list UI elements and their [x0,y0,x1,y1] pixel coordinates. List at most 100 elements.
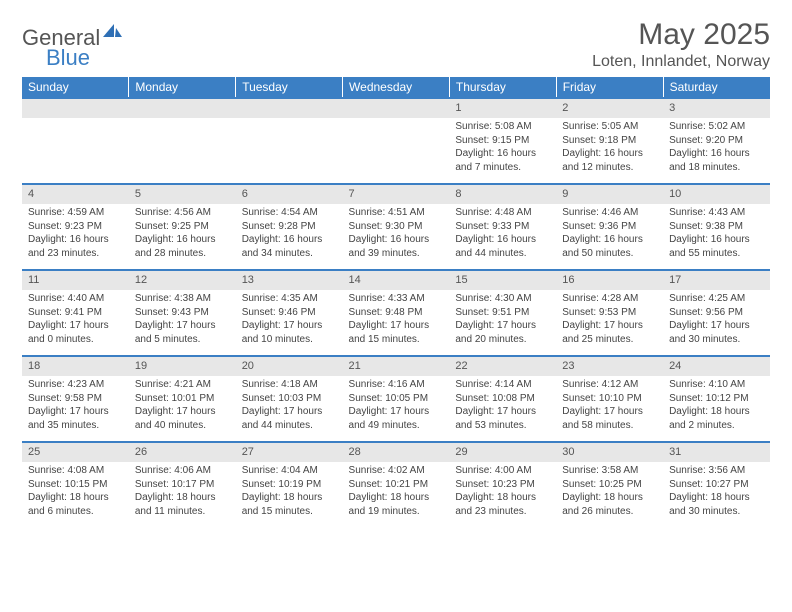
calendar-day-cell: 16Sunrise: 4:28 AMSunset: 9:53 PMDayligh… [556,270,663,356]
day-number: 21 [343,357,450,376]
day-number: 31 [663,443,770,462]
calendar-day-cell: 29Sunrise: 4:00 AMSunset: 10:23 PMDaylig… [449,442,556,528]
calendar-day-cell: 6Sunrise: 4:54 AMSunset: 9:28 PMDaylight… [236,184,343,270]
day-number: 5 [129,185,236,204]
day-details: Sunrise: 4:16 AMSunset: 10:05 PMDaylight… [343,376,450,436]
day-details: Sunrise: 5:02 AMSunset: 9:20 PMDaylight:… [663,118,770,178]
day-details: Sunrise: 3:58 AMSunset: 10:25 PMDaylight… [556,462,663,522]
day-number: 9 [556,185,663,204]
day-details [22,118,129,124]
day-details: Sunrise: 4:08 AMSunset: 10:15 PMDaylight… [22,462,129,522]
day-details: Sunrise: 4:43 AMSunset: 9:38 PMDaylight:… [663,204,770,264]
day-details: Sunrise: 4:30 AMSunset: 9:51 PMDaylight:… [449,290,556,350]
day-number [129,99,236,118]
calendar-day-cell [22,98,129,184]
header: General May 2025 Loten, Innlandet, Norwa… [22,18,770,71]
day-number: 4 [22,185,129,204]
calendar-day-cell: 8Sunrise: 4:48 AMSunset: 9:33 PMDaylight… [449,184,556,270]
day-details: Sunrise: 4:38 AMSunset: 9:43 PMDaylight:… [129,290,236,350]
day-details [236,118,343,124]
calendar-day-cell [236,98,343,184]
calendar-day-cell: 9Sunrise: 4:46 AMSunset: 9:36 PMDaylight… [556,184,663,270]
calendar-day-cell: 15Sunrise: 4:30 AMSunset: 9:51 PMDayligh… [449,270,556,356]
day-number: 17 [663,271,770,290]
day-number: 18 [22,357,129,376]
weekday-header: Sunday [22,77,129,98]
day-details: Sunrise: 4:12 AMSunset: 10:10 PMDaylight… [556,376,663,436]
calendar-day-cell: 30Sunrise: 3:58 AMSunset: 10:25 PMDaylig… [556,442,663,528]
calendar-week-row: 18Sunrise: 4:23 AMSunset: 9:58 PMDayligh… [22,356,770,442]
day-number: 12 [129,271,236,290]
day-details: Sunrise: 4:51 AMSunset: 9:30 PMDaylight:… [343,204,450,264]
logo-text-blue: Blue [46,45,90,71]
page-title: May 2025 [592,18,770,51]
day-details: Sunrise: 4:21 AMSunset: 10:01 PMDaylight… [129,376,236,436]
calendar-day-cell: 24Sunrise: 4:10 AMSunset: 10:12 PMDaylig… [663,356,770,442]
day-number [236,99,343,118]
day-number: 23 [556,357,663,376]
day-number [22,99,129,118]
day-details: Sunrise: 4:02 AMSunset: 10:21 PMDaylight… [343,462,450,522]
calendar-day-cell: 4Sunrise: 4:59 AMSunset: 9:23 PMDaylight… [22,184,129,270]
day-number: 3 [663,99,770,118]
day-number: 8 [449,185,556,204]
day-number: 7 [343,185,450,204]
calendar-day-cell: 22Sunrise: 4:14 AMSunset: 10:08 PMDaylig… [449,356,556,442]
calendar-day-cell [343,98,450,184]
day-details: Sunrise: 4:10 AMSunset: 10:12 PMDaylight… [663,376,770,436]
day-number: 10 [663,185,770,204]
calendar-day-cell: 11Sunrise: 4:40 AMSunset: 9:41 PMDayligh… [22,270,129,356]
day-number: 15 [449,271,556,290]
day-details: Sunrise: 4:00 AMSunset: 10:23 PMDaylight… [449,462,556,522]
weekday-header: Friday [556,77,663,98]
calendar-day-cell: 1Sunrise: 5:08 AMSunset: 9:15 PMDaylight… [449,98,556,184]
day-details: Sunrise: 5:05 AMSunset: 9:18 PMDaylight:… [556,118,663,178]
day-number [343,99,450,118]
title-block: May 2025 Loten, Innlandet, Norway [592,18,770,71]
calendar-week-row: 25Sunrise: 4:08 AMSunset: 10:15 PMDaylig… [22,442,770,528]
calendar-day-cell: 20Sunrise: 4:18 AMSunset: 10:03 PMDaylig… [236,356,343,442]
day-details: Sunrise: 4:25 AMSunset: 9:56 PMDaylight:… [663,290,770,350]
day-details: Sunrise: 4:56 AMSunset: 9:25 PMDaylight:… [129,204,236,264]
calendar-day-cell [129,98,236,184]
day-number: 25 [22,443,129,462]
calendar-body: 1Sunrise: 5:08 AMSunset: 9:15 PMDaylight… [22,98,770,528]
weekday-header: Wednesday [343,77,450,98]
day-number: 11 [22,271,129,290]
calendar-week-row: 4Sunrise: 4:59 AMSunset: 9:23 PMDaylight… [22,184,770,270]
calendar-day-cell: 12Sunrise: 4:38 AMSunset: 9:43 PMDayligh… [129,270,236,356]
day-details: Sunrise: 3:56 AMSunset: 10:27 PMDaylight… [663,462,770,522]
day-details: Sunrise: 4:40 AMSunset: 9:41 PMDaylight:… [22,290,129,350]
day-details: Sunrise: 4:23 AMSunset: 9:58 PMDaylight:… [22,376,129,436]
calendar-day-cell: 2Sunrise: 5:05 AMSunset: 9:18 PMDaylight… [556,98,663,184]
day-number: 1 [449,99,556,118]
calendar-day-cell: 10Sunrise: 4:43 AMSunset: 9:38 PMDayligh… [663,184,770,270]
calendar-day-cell: 28Sunrise: 4:02 AMSunset: 10:21 PMDaylig… [343,442,450,528]
day-number: 24 [663,357,770,376]
day-number: 29 [449,443,556,462]
calendar-day-cell: 17Sunrise: 4:25 AMSunset: 9:56 PMDayligh… [663,270,770,356]
day-details: Sunrise: 5:08 AMSunset: 9:15 PMDaylight:… [449,118,556,178]
calendar-day-cell: 3Sunrise: 5:02 AMSunset: 9:20 PMDaylight… [663,98,770,184]
day-details: Sunrise: 4:48 AMSunset: 9:33 PMDaylight:… [449,204,556,264]
calendar-table: Sunday Monday Tuesday Wednesday Thursday… [22,77,770,528]
calendar-day-cell: 18Sunrise: 4:23 AMSunset: 9:58 PMDayligh… [22,356,129,442]
day-number: 2 [556,99,663,118]
day-details: Sunrise: 4:59 AMSunset: 9:23 PMDaylight:… [22,204,129,264]
day-details [343,118,450,124]
weekday-header: Saturday [663,77,770,98]
calendar-day-cell: 5Sunrise: 4:56 AMSunset: 9:25 PMDaylight… [129,184,236,270]
weekday-header: Thursday [449,77,556,98]
day-details: Sunrise: 4:06 AMSunset: 10:17 PMDaylight… [129,462,236,522]
location-text: Loten, Innlandet, Norway [592,53,770,71]
calendar-page: General May 2025 Loten, Innlandet, Norwa… [0,0,792,538]
day-number: 27 [236,443,343,462]
calendar-day-cell: 19Sunrise: 4:21 AMSunset: 10:01 PMDaylig… [129,356,236,442]
day-details: Sunrise: 4:04 AMSunset: 10:19 PMDaylight… [236,462,343,522]
weekday-header-row: Sunday Monday Tuesday Wednesday Thursday… [22,77,770,98]
calendar-day-cell: 23Sunrise: 4:12 AMSunset: 10:10 PMDaylig… [556,356,663,442]
logo-sail-icon [103,22,123,43]
day-number: 6 [236,185,343,204]
day-details: Sunrise: 4:28 AMSunset: 9:53 PMDaylight:… [556,290,663,350]
calendar-day-cell: 25Sunrise: 4:08 AMSunset: 10:15 PMDaylig… [22,442,129,528]
